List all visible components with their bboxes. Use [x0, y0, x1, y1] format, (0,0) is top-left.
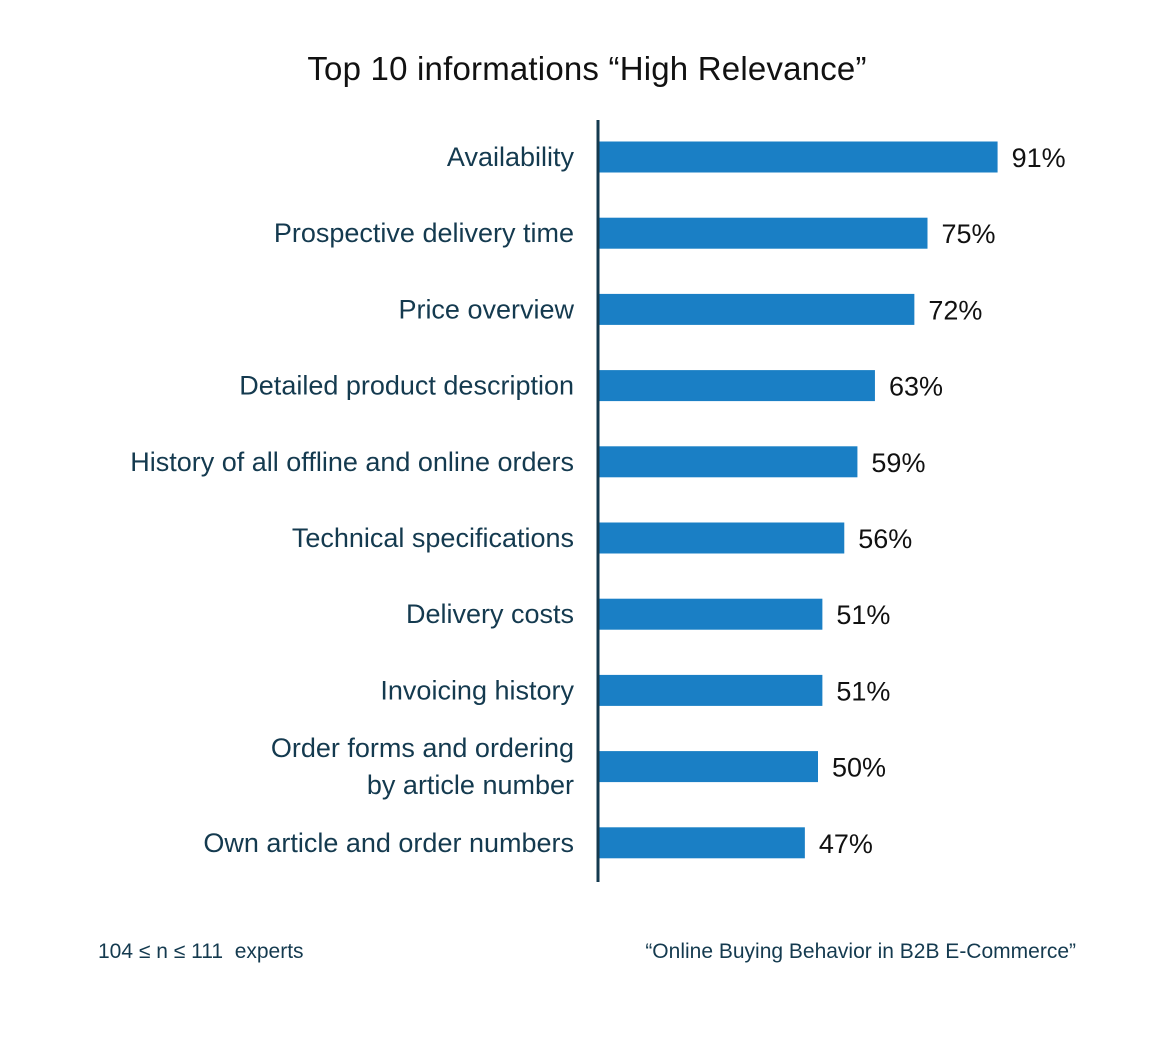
bar-1 — [599, 141, 998, 173]
value-label-7: 51% — [836, 600, 890, 630]
bars-group — [599, 141, 998, 859]
category-label-6: Technical specifications — [292, 523, 574, 553]
value-label-4: 63% — [889, 372, 943, 402]
value-label-5: 59% — [871, 448, 925, 478]
bar-4 — [599, 370, 875, 402]
bar-9 — [599, 751, 818, 783]
source-note: “Online Buying Behavior in B2B E-Commerc… — [645, 940, 1076, 963]
bar-8 — [599, 674, 823, 706]
category-label-9-line-2: by article number — [367, 770, 574, 800]
value-label-3: 72% — [928, 295, 982, 325]
category-label-3: Price overview — [398, 294, 574, 324]
value-label-9: 50% — [832, 753, 886, 783]
value-label-6: 56% — [858, 524, 912, 554]
chart-title: Top 10 informations “High Relevance” — [307, 50, 867, 87]
category-label-2: Prospective delivery time — [274, 218, 574, 248]
sample-size-note: 104 ≤ n ≤ 111 experts — [98, 940, 304, 963]
value-label-8: 51% — [836, 676, 890, 706]
category-label-9-line-1: Order forms and ordering — [271, 733, 574, 763]
category-label-7: Delivery costs — [406, 599, 574, 629]
value-label-1: 91% — [1012, 143, 1066, 173]
bar-5 — [599, 446, 858, 478]
bar-7 — [599, 598, 823, 630]
value-labels: 91% 75% 72% 63% 59% 56% 51% 51% 50% 47% — [819, 143, 1066, 859]
bar-3 — [599, 293, 915, 325]
category-label-1: Availability — [447, 142, 575, 172]
category-label-10: Own article and order numbers — [203, 828, 574, 858]
bar-6 — [599, 522, 845, 554]
category-label-4: Detailed product description — [239, 371, 574, 401]
category-label-8: Invoicing history — [380, 675, 574, 705]
category-labels: Availability Prospective delivery time Pri… — [130, 142, 574, 858]
value-label-10: 47% — [819, 829, 873, 859]
category-label-5: History of all offline and online orders — [130, 447, 574, 477]
value-label-2: 75% — [942, 219, 996, 249]
bar-2 — [599, 217, 928, 249]
bar-10 — [599, 827, 805, 859]
